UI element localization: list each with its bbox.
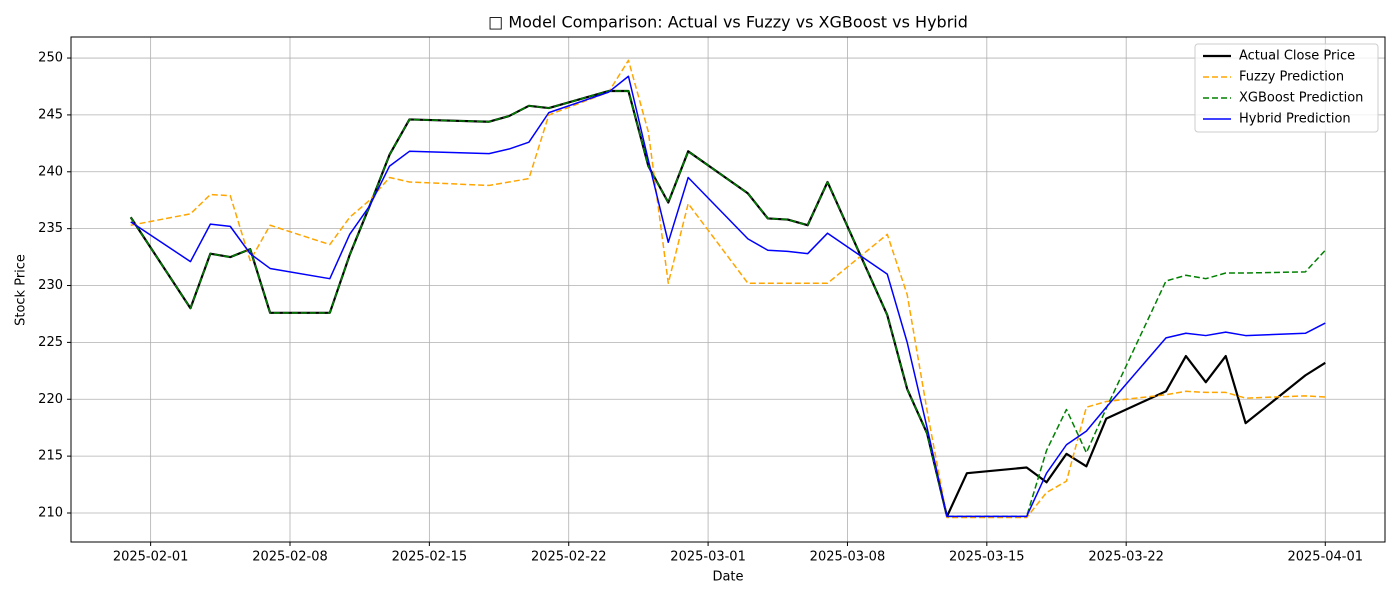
x-axis-label: Date	[712, 570, 743, 585]
x-tick-label: 2025-02-22	[531, 550, 607, 565]
x-tick-label: 2025-03-08	[810, 550, 886, 565]
x-tick-label: 2025-03-15	[949, 550, 1025, 565]
legend: Actual Close Price Fuzzy Prediction XGBoos…	[1194, 43, 1379, 133]
y-tick-label: 245	[38, 107, 63, 122]
x-tick-label: 2025-02-08	[252, 550, 328, 565]
y-tick-label: 215	[38, 449, 63, 464]
legend-box	[1194, 43, 1379, 133]
series-line	[129, 89, 1326, 518]
series-line	[130, 75, 1326, 518]
legend-label: Hybrid Prediction	[1239, 112, 1351, 127]
x-tick-label: 2025-02-01	[113, 550, 189, 565]
legend-label: Actual Close Price	[1239, 49, 1355, 64]
x-tick-label: 2025-02-15	[392, 550, 468, 565]
y-tick-label: 230	[38, 278, 63, 293]
chart-title: □ Model Comparison: Actual vs Fuzzy vs X…	[488, 13, 968, 32]
y-tick-label: 210	[38, 505, 63, 520]
y-tick-label: 250	[38, 51, 63, 66]
x-tick-label: 2025-04-01	[1287, 550, 1363, 565]
y-tick-label: 240	[38, 164, 63, 179]
y-tick-label: 235	[38, 221, 63, 236]
y-tick-label: 225	[38, 335, 63, 350]
y-tick-label: 220	[38, 392, 63, 407]
legend-label: Fuzzy Prediction	[1239, 70, 1344, 85]
legend-label: XGBoost Prediction	[1239, 91, 1363, 106]
y-axis-label: Stock Price	[14, 254, 29, 326]
series-line	[130, 90, 1326, 518]
x-tick-label: 2025-03-01	[670, 550, 746, 565]
plot-frame	[70, 36, 1386, 543]
x-tick-label: 2025-03-22	[1088, 550, 1164, 565]
series-line	[130, 59, 1326, 519]
